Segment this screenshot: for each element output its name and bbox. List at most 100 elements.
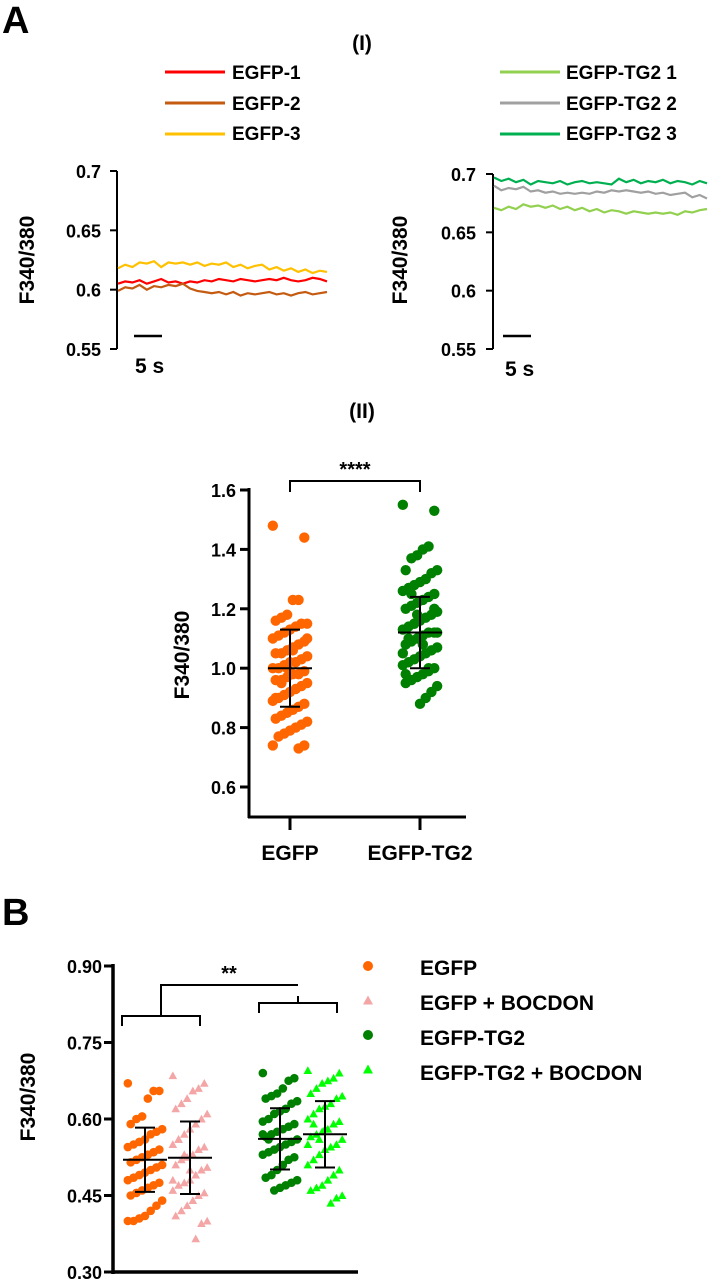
scatter-b-egfp-tg2-point: [258, 1068, 268, 1078]
scatter-b-egfp-tg2-bocdon-point: [314, 1150, 324, 1159]
scatter-b-bracket-tg2: [258, 1002, 338, 1013]
scatter-b-y-tick-label: 0.30: [67, 1263, 102, 1280]
scatter-b-egfp-bocdon-point: [194, 1145, 203, 1154]
scatter-b-egfp-tg2-bocdon-point: [303, 1114, 313, 1123]
scatter-b-egfp-tg2-bocdon-point: [306, 1132, 315, 1141]
panel-label-a: A: [2, 0, 29, 42]
scatter-b-egfp-tg2-point: [269, 1109, 279, 1119]
scatter-ii-egfp-tg2-point: [400, 603, 411, 614]
scatter-b-egfp-tg2-bocdon-point: [312, 1084, 321, 1092]
scatter-b-egfp-bocdon-point: [171, 1160, 180, 1169]
scatter-ii-egfp-point: [301, 633, 313, 644]
scatter-b-egfp-tg2-point: [258, 1130, 268, 1139]
scatter-b-egfp-tg2-bocdon-point: [303, 1066, 313, 1074]
legend-label-egfp-tg2-2: EGFP-TG2 2: [566, 94, 677, 115]
scatter-b-egfp-bocdon-point: [202, 1163, 212, 1171]
scatter-b-egfp-tg2-bocdon-point: [332, 1140, 341, 1148]
trace-line-egfp-2: [117, 282, 328, 297]
trace-line-egfp-3: [117, 259, 328, 275]
scatter-b-egfp-bocdon-point: [171, 1104, 180, 1113]
legend-marker-egfp: [363, 961, 373, 971]
scatter-b-egfp-tg2-bocdon-point: [335, 1165, 344, 1174]
scatter-ii-egfp-point: [276, 677, 287, 689]
scatter-ii-egfp-point: [270, 692, 281, 704]
scatter-b-bracket-egfp: [121, 1015, 201, 1026]
panel-label-b: B: [2, 892, 29, 934]
scatter-b-egfp-bocdon-point: [200, 1079, 209, 1087]
trace_egfp-y-tick-label: 0.7: [76, 162, 101, 182]
scatter-ii-y-tick-label: 1.2: [211, 600, 236, 620]
trace-tg2-scale-label: 5 s: [505, 358, 534, 381]
scatter-b-egfp-bocdon-point: [200, 1142, 209, 1151]
scatter-b-egfp-bocdon-point: [168, 1140, 178, 1148]
scatter-ii-egfp-tg2-point: [429, 603, 440, 614]
scatter-ii-egfp-point: [270, 615, 281, 626]
scatter-b-egfp-bocdon-point: [202, 1109, 212, 1118]
legend-label-egfp-3: EGFP-3: [232, 124, 301, 145]
trace-line-egfp-tg2-2: [493, 184, 708, 200]
scatter-b-egfp-tg2-bocdon-point: [306, 1186, 315, 1194]
scatter-b-egfp-tg2-point: [258, 1150, 268, 1159]
trace_egfp-y-tick-label: 0.65: [66, 221, 101, 241]
scatter-ii-category-egfp-tg2: EGFP-TG2: [367, 842, 472, 865]
scatter-b-egfp-bocdon-point: [174, 1181, 183, 1189]
scatter-b-egfp-point: [157, 1196, 167, 1205]
scatter-b-egfp-tg2-bocdon-point: [332, 1094, 341, 1103]
scatter-b-egfp-tg2-bocdon-point: [314, 1104, 324, 1113]
scatter-b-egfp-tg2-bocdon-point: [312, 1183, 321, 1192]
scatter-b-egfp-bocdon-point: [177, 1155, 186, 1164]
scatter-b-egfp-bocdon-point: [194, 1191, 203, 1199]
scatter-b-egfp-bocdon-point: [188, 1086, 198, 1095]
scatter-ii-egfp-tg2-point: [397, 499, 409, 511]
scatter-ii-egfp-tg2-point: [403, 633, 414, 644]
scatter-ii-egfp-tg2-point: [429, 505, 440, 516]
scatter-b-y-tick-label: 0.60: [67, 1110, 102, 1130]
scatter-b-egfp-bocdon-point: [179, 1178, 189, 1187]
scatter-ii-egfp-point: [273, 731, 284, 742]
scatter-ii-egfp-point: [287, 594, 299, 606]
trace-line-egfp-tg2-3: [493, 176, 708, 186]
scatter-b-egfp-point: [149, 1086, 158, 1096]
scatter-b-egfp-point: [123, 1142, 133, 1152]
scatter-b-egfp-tg2-bocdon-point: [309, 1109, 318, 1118]
scatter-b-egfp-bocdon-point: [168, 1175, 178, 1184]
trace_tg2-y-tick-label: 0.6: [451, 282, 476, 302]
scatter-ii-y-tick-label: 1.0: [211, 659, 236, 679]
scatter-b-egfp-point: [126, 1119, 135, 1129]
scatter-b-egfp-tg2-bocdon-point: [335, 1117, 344, 1125]
scatter-b-egfp-point: [132, 1114, 141, 1124]
scatter-b-egfp-tg2-bocdon-point: [326, 1198, 336, 1207]
legend-label-b-egfp-tg2: EGFP-TG2: [420, 1027, 525, 1050]
trace-egfp-ylabel: F340/380: [16, 216, 39, 305]
scatter-b-egfp-tg2-bocdon-point: [337, 1135, 347, 1143]
trace_egfp-y-tick-label: 0.55: [66, 340, 101, 360]
scatter-b-egfp-bocdon-point: [197, 1219, 206, 1227]
scatter-ii-y-tick-label: 1.4: [211, 540, 236, 560]
scatter-b-y-tick-label: 0.75: [67, 1034, 102, 1054]
trace-tg2-ylabel: F340/380: [389, 216, 412, 305]
scatter-b-egfp-tg2-point: [278, 1084, 288, 1093]
trace-egfp-scale-label: 5 s: [135, 355, 164, 378]
scatter-ii-egfp-tg2-point: [400, 668, 411, 680]
scatter-b-egfp-bocdon-point: [191, 1234, 201, 1243]
scatter-ii-egfp-tg2-point: [414, 698, 426, 710]
legend-marker-egfp-tg2-bocdon: [363, 1064, 373, 1074]
scatter-b-egfp-bocdon-point: [197, 1114, 206, 1123]
legend-label-egfp-2: EGFP-2: [232, 94, 301, 115]
scatter-b-egfp-tg2-bocdon-point: [306, 1089, 315, 1097]
scatter-ii-egfp-tg2-point: [397, 660, 409, 671]
scatter-ii-egfp-tg2-point: [406, 553, 417, 564]
scatter-b-egfp-point: [123, 1175, 133, 1185]
scatter-b-egfp-tg2-point: [261, 1094, 271, 1103]
panel-label-a-i: (I): [352, 32, 372, 55]
scatter-b-egfp-point: [146, 1130, 156, 1139]
scatter-b-egfp-bocdon-point: [168, 1186, 178, 1194]
scatter-b-egfp-tg2-point: [284, 1155, 293, 1165]
scatter-b-egfp-bocdon-point: [174, 1135, 183, 1143]
scatter-ii-ylabel: F340/380: [171, 611, 194, 700]
scatter-b-egfp-tg2-bocdon-point: [329, 1119, 338, 1128]
scatter-ii-egfp-tg2-point: [400, 564, 411, 576]
scatter-b-egfp-bocdon-point: [202, 1216, 212, 1225]
scatter-ii-egfp-point: [267, 740, 279, 751]
